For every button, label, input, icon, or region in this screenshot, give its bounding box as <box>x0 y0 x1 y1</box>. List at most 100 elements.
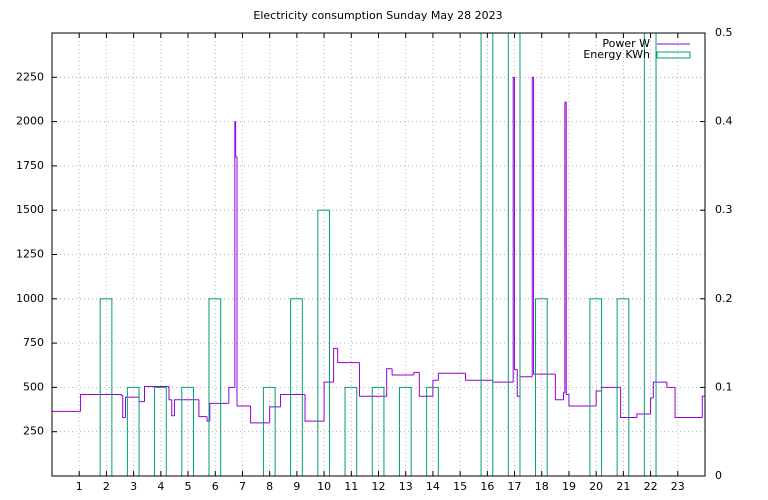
x-tick-label: 20 <box>589 480 603 493</box>
y-tick-label: 1500 <box>16 203 44 216</box>
y2-tick-label: 0.2 <box>715 292 733 305</box>
x-tick-label: 14 <box>426 480 440 493</box>
power-step <box>595 390 602 407</box>
x-tick-label: 13 <box>399 480 413 493</box>
power-step <box>519 376 533 397</box>
y-tick-label: 1250 <box>16 248 44 261</box>
power-step <box>432 379 439 397</box>
power-step <box>304 394 325 422</box>
x-tick-label: 7 <box>239 480 246 493</box>
power-step <box>198 399 208 418</box>
power-step <box>386 368 393 397</box>
power-step <box>620 387 637 419</box>
x-tick-label: 1 <box>76 480 83 493</box>
power-step <box>171 399 175 417</box>
chart-title: Electricity consumption Sunday May 28 20… <box>253 9 502 22</box>
power-step <box>138 397 145 403</box>
power-step <box>391 368 414 376</box>
power-step <box>465 373 493 381</box>
y-tick-label: 750 <box>23 336 44 349</box>
power-step <box>514 77 518 371</box>
legend-swatch <box>656 51 691 59</box>
power-step <box>234 121 236 388</box>
x-tick-label: 9 <box>293 480 300 493</box>
y2-tick-label: 0 <box>715 469 722 482</box>
x-tick-label: 3 <box>130 480 137 493</box>
x-tick-label: 12 <box>372 480 386 493</box>
power-step <box>235 121 238 158</box>
legend-label: Energy KWh <box>583 48 650 61</box>
y2-tick-label: 0.4 <box>715 115 733 128</box>
x-tick-label: 2 <box>103 480 110 493</box>
power-step <box>120 394 123 396</box>
power-step <box>652 381 667 399</box>
power-step <box>666 382 676 388</box>
power-step <box>413 371 420 375</box>
power-step <box>209 402 229 422</box>
energy-box <box>181 386 194 476</box>
power-step <box>323 381 334 422</box>
y-tick-label: 1750 <box>16 159 44 172</box>
power-step <box>568 394 597 407</box>
y-tick-label: 1000 <box>16 292 44 305</box>
x-tick-label: 19 <box>562 480 576 493</box>
power-step <box>122 395 126 419</box>
energy-box <box>371 386 385 476</box>
x-tick-label: 21 <box>616 480 630 493</box>
x-tick-label: 8 <box>266 480 273 493</box>
y-tick-label: 250 <box>23 425 44 438</box>
power-step <box>563 392 565 400</box>
x-tick-label: 22 <box>644 480 658 493</box>
x-tick-label: 18 <box>535 480 549 493</box>
power-step <box>437 372 466 381</box>
power-step <box>492 380 514 383</box>
energy-box <box>99 298 113 476</box>
power-step <box>337 348 360 364</box>
x-tick-label: 15 <box>453 480 467 493</box>
power-step <box>554 374 564 401</box>
power-step <box>636 413 651 418</box>
power-step <box>601 386 621 391</box>
x-tick-label: 6 <box>212 480 219 493</box>
y-tick-label: 2250 <box>16 70 44 83</box>
energy-box <box>589 298 603 476</box>
power-step <box>168 386 172 401</box>
energy-box <box>534 298 548 476</box>
y-tick-label: 2000 <box>16 115 44 128</box>
power-step <box>333 347 338 383</box>
power-step <box>250 406 270 424</box>
power-step <box>516 369 520 397</box>
power-step <box>358 362 387 397</box>
y2-tick-label: 0.3 <box>715 203 733 216</box>
energy-box <box>262 386 276 476</box>
energy-box <box>208 298 222 476</box>
power-step <box>418 372 433 397</box>
energy-box <box>480 33 494 476</box>
power-step <box>565 102 569 395</box>
y2-tick-label: 0.5 <box>715 26 733 39</box>
power-step <box>144 386 169 402</box>
energy-box <box>398 386 412 476</box>
power-step <box>124 396 140 418</box>
energy-box <box>344 386 358 476</box>
power-step <box>650 397 654 414</box>
legend-label: Power W <box>602 37 650 50</box>
y2-tick-label: 0.1 <box>715 380 733 393</box>
power-step <box>701 395 705 418</box>
power-step <box>228 386 235 404</box>
x-tick-label: 11 <box>344 480 358 493</box>
power-step <box>269 406 281 423</box>
power-step <box>236 157 251 407</box>
x-tick-label: 16 <box>480 480 494 493</box>
power-step <box>80 393 122 412</box>
energy-box <box>317 209 331 476</box>
x-tick-label: 4 <box>157 480 164 493</box>
power-step <box>674 387 703 419</box>
y-tick-label: 500 <box>23 380 44 393</box>
power-step <box>280 393 306 407</box>
x-tick-label: 10 <box>317 480 331 493</box>
x-tick-label: 23 <box>671 480 685 493</box>
power-step <box>533 77 556 375</box>
x-tick-label: 5 <box>185 480 192 493</box>
